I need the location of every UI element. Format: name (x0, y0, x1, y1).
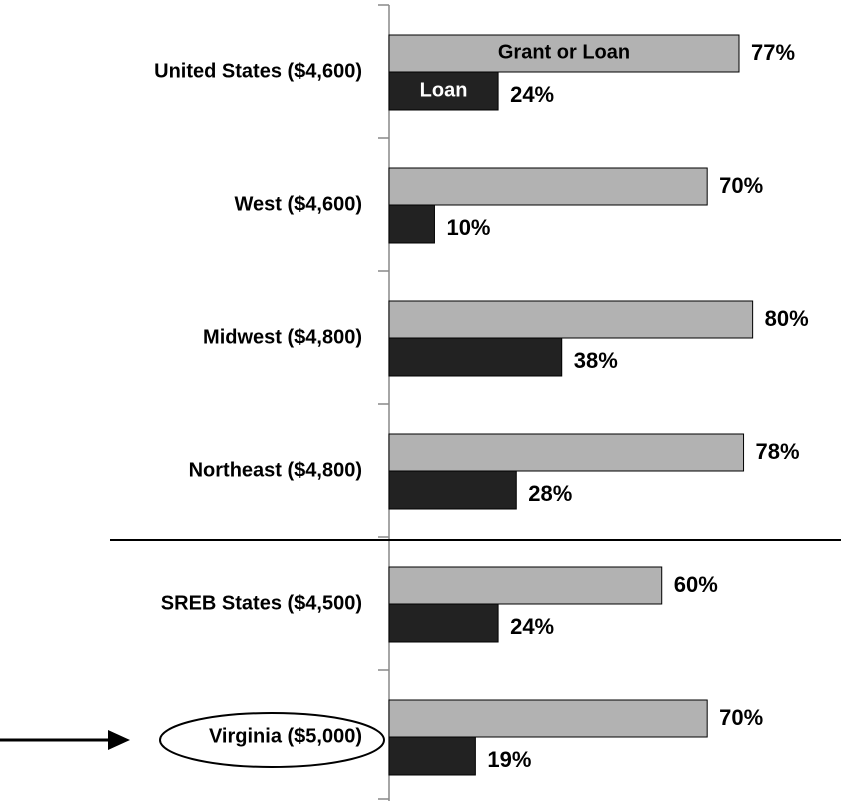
value-label: 24% (510, 614, 554, 639)
category-label: Midwest ($4,800) (203, 326, 362, 348)
category-label: West ($4,600) (235, 193, 362, 215)
bar (388, 337, 563, 377)
bar (388, 603, 499, 643)
category-label: Northeast ($4,800) (189, 459, 362, 481)
bar (388, 204, 435, 244)
value-label: 28% (528, 481, 572, 506)
value-label: 70% (719, 705, 763, 730)
value-label: 10% (446, 215, 490, 240)
value-label: 77% (751, 40, 795, 65)
bar (388, 71, 499, 111)
arrow-head (108, 730, 130, 750)
value-label: 38% (574, 348, 618, 373)
value-label: 78% (756, 439, 800, 464)
bar (388, 470, 517, 510)
value-label: 70% (719, 173, 763, 198)
bar (388, 167, 708, 206)
highlight-ellipse (159, 712, 385, 768)
value-label: 80% (765, 306, 809, 331)
bar (388, 433, 745, 472)
value-label: 19% (487, 747, 531, 772)
bar (388, 34, 740, 73)
value-label: 60% (674, 572, 718, 597)
bar (388, 566, 663, 605)
category-label: SREB States ($4,500) (161, 592, 362, 614)
bar (388, 736, 476, 776)
bar (388, 300, 754, 339)
legend-label: Grant or Loan (498, 41, 630, 63)
category-label: United States ($4,600) (154, 60, 362, 82)
value-label: 24% (510, 82, 554, 107)
bar (388, 699, 708, 738)
legend-label: Loan (420, 79, 468, 101)
category-label: Virginia ($5,000) (209, 725, 362, 747)
